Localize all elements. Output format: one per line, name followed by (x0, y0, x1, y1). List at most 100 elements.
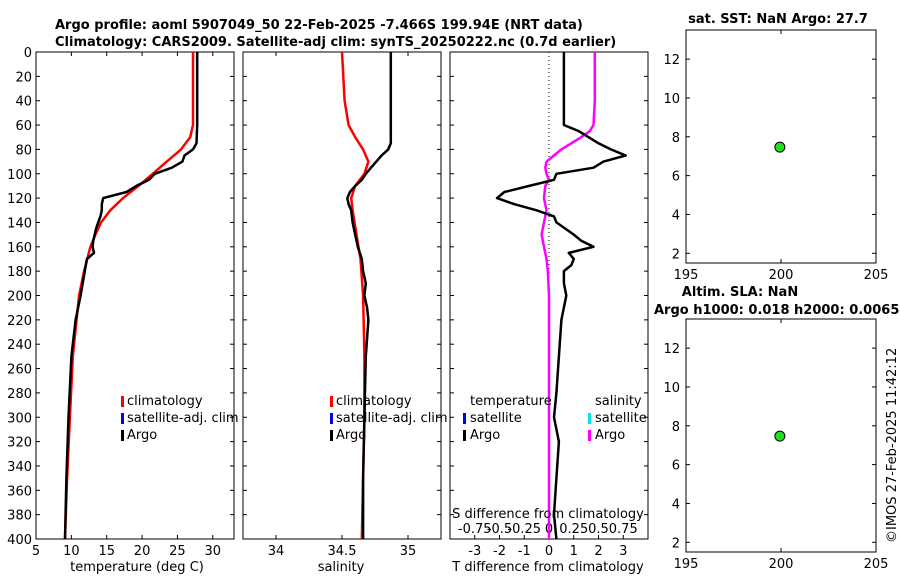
x-tick-label: 195 (674, 268, 699, 283)
series-argo (63, 52, 199, 540)
x-tick-label: 195 (674, 557, 699, 572)
top-tick-label: 0.75 (609, 522, 638, 537)
sla-panel-title-line2: Argo h1000: 0.018 h2000: 0.0065 (654, 303, 899, 318)
y-tick-label: 120 (7, 192, 32, 207)
legend-sal-argo-label: Argo (595, 428, 625, 443)
y-tick-label: 320 (7, 436, 32, 451)
x-tick-label: 15 (98, 544, 115, 559)
difference-profile-panel: -3 -2 -1 0 1 2 3-0.75-0.5-0.25 0 0.25 0.5 0.75 (449, 51, 649, 559)
legend-satellite-swatch (330, 413, 333, 424)
legend-argo-label: Argo (127, 428, 157, 443)
y-tick-label: 80 (15, 143, 32, 158)
x-tick-label: 30 (205, 544, 222, 559)
top-tick-label: 0.5 (588, 522, 609, 537)
y-tick-label: 220 (7, 314, 32, 329)
top-tick-label: -0.25 (507, 522, 541, 537)
legend-satellite-label: satellite-adj. clim (127, 411, 239, 426)
y-tick-label: 400 (7, 533, 32, 548)
temperature-xlabel: temperature (deg C) (70, 560, 204, 575)
series-temperature-argo (495, 52, 627, 540)
x-tick-label: 200 (769, 268, 794, 283)
legend-climatology-swatch (330, 396, 333, 407)
y-tick-label: 12 (663, 342, 680, 357)
figure-title-line2: Climatology: CARS2009. Satellite-adj cli… (55, 35, 616, 50)
salinity-xlabel: salinity (318, 560, 365, 575)
y-tick-label: 10 (663, 92, 680, 107)
difference-top-xlabel: S difference from climatology (452, 507, 644, 522)
imos-watermark: ©IMOS 27-Feb-2025 11:42:12 (885, 348, 900, 543)
y-tick-label: 4 (672, 208, 680, 223)
difference-legend: temperature satellite Argo salinity sate… (463, 394, 647, 443)
sla-panel-title-line1: Altim. SLA: NaN (682, 285, 798, 300)
legend-temperature-heading: temperature (470, 394, 552, 409)
y-tick-label: 340 (7, 460, 32, 475)
temperature-profile-panel: 5 10 15 20 25 3002040608010012014016018020022… (7, 46, 235, 559)
figure-title-line1: Argo profile: aoml 5907049_50 22-Feb-202… (55, 18, 583, 33)
x-tick-label: 25 (169, 544, 186, 559)
x-tick-label: 200 (769, 557, 794, 572)
legend-sal-satellite-label: satellite (595, 411, 647, 426)
y-tick-label: 10 (663, 381, 680, 396)
x-tick-label: 205 (864, 557, 889, 572)
legend-temp-argo-label: Argo (470, 428, 500, 443)
x-tick-label: 0 (545, 544, 553, 559)
series-climatology (63, 52, 195, 540)
y-tick-label: 6 (672, 459, 680, 474)
legend-salinity-heading: salinity (595, 394, 642, 409)
y-tick-label: 0 (24, 46, 32, 61)
data-point (774, 430, 786, 442)
legend-temp-argo-swatch (463, 430, 466, 441)
y-tick-label: 20 (15, 70, 32, 85)
sst-scatter-panel: 195 200 205 2 4 6 8 10 12 (663, 29, 889, 283)
x-tick-label: 2 (594, 544, 602, 559)
y-tick-label: 180 (7, 265, 32, 280)
legend-temp-satellite-swatch (463, 413, 466, 424)
salinity-profile-panel: 34 34.5 35 (242, 51, 442, 559)
salinity-legend: climatology satellite-adj. clim Argo (330, 394, 448, 443)
x-tick-label: 1 (570, 544, 578, 559)
y-tick-label: 12 (663, 53, 680, 68)
top-tick-label: 0.25 (559, 522, 588, 537)
difference-xlabel: T difference from climatology (451, 560, 644, 575)
x-tick-label: 35 (400, 544, 417, 559)
data-point (774, 141, 786, 153)
legend-satellite-swatch (121, 413, 124, 424)
x-tick-label: -2 (493, 544, 506, 559)
series-salinity-argo (540, 52, 597, 539)
legend-sal-argo-swatch (588, 430, 591, 441)
y-tick-label: 40 (15, 95, 32, 110)
y-tick-label: 380 (7, 509, 32, 524)
axes-frame (242, 51, 442, 540)
legend-climatology-label: climatology (127, 394, 203, 409)
y-tick-label: 100 (7, 168, 32, 183)
y-tick-label: 2 (672, 536, 680, 551)
legend-argo-swatch (330, 430, 333, 441)
legend-sal-satellite-swatch (588, 413, 591, 424)
y-tick-label: 240 (7, 338, 32, 353)
y-tick-label: 4 (672, 497, 680, 512)
y-tick-label: 260 (7, 363, 32, 378)
x-tick-label: -3 (468, 544, 481, 559)
x-tick-label: 34 (268, 544, 285, 559)
x-tick-label: 20 (134, 544, 151, 559)
y-tick-label: 300 (7, 411, 32, 426)
legend-temp-satellite-label: satellite (470, 411, 522, 426)
y-tick-label: 360 (7, 484, 32, 499)
y-tick-label: 6 (672, 170, 680, 185)
x-tick-label: 205 (864, 268, 889, 283)
x-tick-label: 34.5 (328, 544, 357, 559)
y-tick-label: 160 (7, 241, 32, 256)
legend-satellite-label: satellite-adj. clim (336, 411, 448, 426)
sst-panel-title: sat. SST: NaN Argo: 27.7 (688, 12, 868, 27)
legend-climatology-label: climatology (336, 394, 412, 409)
y-tick-label: 280 (7, 387, 32, 402)
series-argo (346, 52, 393, 539)
y-tick-label: 8 (672, 420, 680, 435)
x-tick-label: 5 (32, 544, 40, 559)
sla-scatter-panel: 195 200 205 2 4 6 8 10 12 (663, 318, 889, 572)
y-tick-label: 60 (15, 119, 32, 134)
y-tick-label: 200 (7, 290, 32, 305)
y-tick-label: 140 (7, 216, 32, 231)
legend-climatology-swatch (121, 396, 124, 407)
